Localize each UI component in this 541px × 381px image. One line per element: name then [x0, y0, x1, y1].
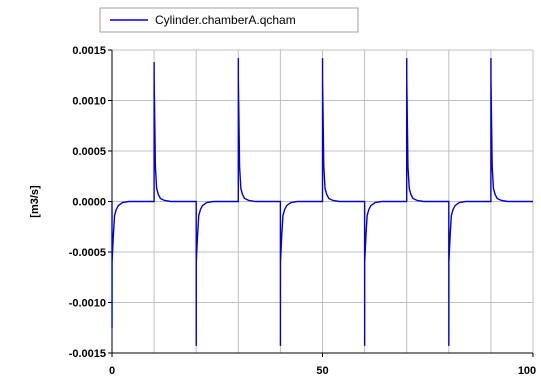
x-tick-label: 50: [316, 365, 328, 377]
y-tick-label: -0.0010: [69, 298, 106, 310]
y-tick-label: 0.0015: [72, 45, 106, 57]
x-tick-label: 0: [109, 365, 115, 377]
tick-labels: 0.0015 0.0010 0.0005 0.0000 -0.0005 -0.0010 -0…: [69, 45, 536, 377]
legend: Cylinder.chamberA.qcham: [99, 7, 359, 33]
y-tick-label: 0.0010: [72, 96, 106, 108]
y-tick-label: -0.0015: [69, 348, 106, 360]
series-line-0: [111, 58, 533, 346]
y-tick-label: 0.0000: [72, 197, 106, 209]
axes: [108, 49, 534, 357]
y-tick-label: 0.0005: [72, 146, 106, 158]
y-axis-label: [m3/s]: [29, 185, 41, 218]
legend-series-label: Cylinder.chamberA.qcham: [155, 13, 296, 27]
series-layer: [111, 58, 533, 346]
x-tick-label: 100: [518, 365, 536, 377]
y-tick-label: -0.0005: [69, 247, 106, 259]
